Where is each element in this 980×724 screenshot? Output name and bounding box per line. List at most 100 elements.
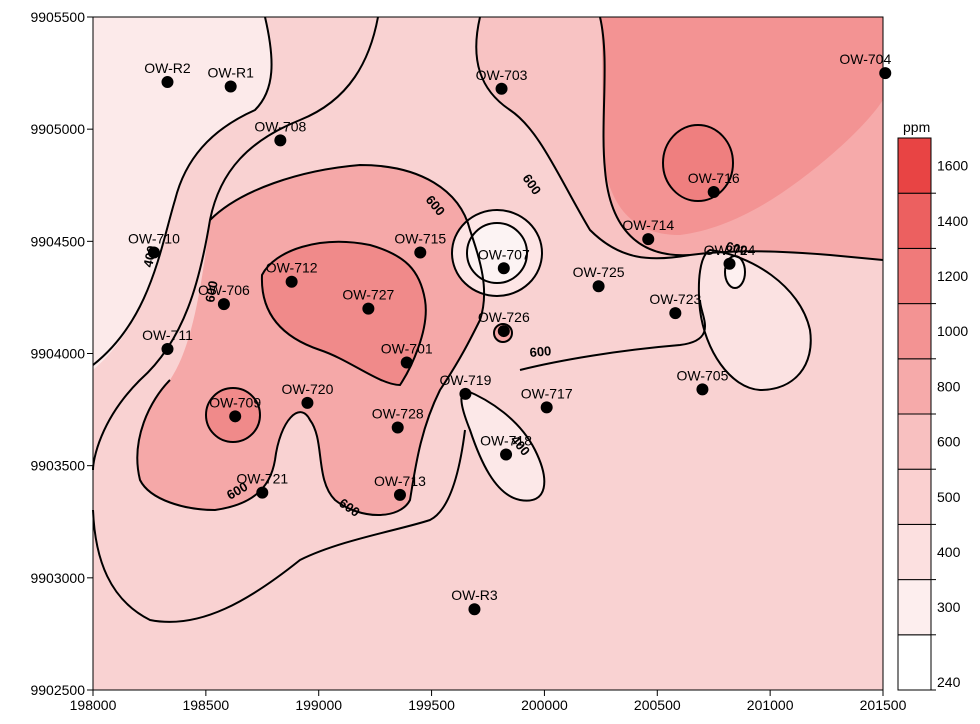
y-tick-label: 9904000 bbox=[30, 346, 85, 362]
legend-swatch bbox=[897, 579, 932, 636]
legend-level: 600 bbox=[937, 434, 961, 450]
x-tick-label: 199500 bbox=[408, 697, 455, 713]
y-tick-label: 9903000 bbox=[30, 570, 85, 586]
legend-swatch bbox=[897, 523, 932, 581]
well-label: OW-R2 bbox=[144, 60, 191, 76]
legend-level: 300 bbox=[937, 599, 961, 615]
well-label: OW-707 bbox=[478, 246, 530, 262]
contour-lines bbox=[92, 16, 884, 623]
well-label: OW-725 bbox=[573, 264, 625, 280]
legend-swatch bbox=[897, 303, 932, 360]
well-marker[interactable] bbox=[301, 396, 314, 409]
well-label: OW-724 bbox=[704, 242, 756, 258]
well-label: OW-713 bbox=[374, 473, 426, 489]
well-marker[interactable] bbox=[468, 603, 481, 616]
well-label: OW-R1 bbox=[207, 65, 254, 81]
well-label: OW-706 bbox=[198, 282, 250, 298]
well-label: OW-720 bbox=[281, 381, 333, 397]
well-marker[interactable] bbox=[161, 343, 174, 356]
legend-level: 500 bbox=[937, 489, 961, 505]
well-marker[interactable] bbox=[669, 307, 682, 320]
legend-swatch bbox=[897, 358, 932, 415]
y-tick-label: 9903500 bbox=[30, 458, 85, 474]
contour-fills bbox=[93, 17, 883, 515]
well-marker[interactable] bbox=[161, 76, 174, 89]
legend-level: 240 bbox=[937, 674, 961, 690]
legend: ppm 240 300 400 500 600 800 1000 1200 1400 1600 bbox=[897, 119, 968, 691]
well-marker[interactable] bbox=[274, 134, 287, 147]
well-marker[interactable] bbox=[500, 448, 513, 461]
x-tick-label: 198500 bbox=[182, 697, 229, 713]
well-marker[interactable] bbox=[723, 257, 736, 270]
y-axis: 9905500 9905000 9904500 9904000 9903500 99030… bbox=[30, 9, 93, 698]
well-marker[interactable] bbox=[879, 67, 892, 80]
legend-level: 1000 bbox=[937, 323, 968, 339]
well-label: OW-716 bbox=[688, 170, 740, 186]
well-marker[interactable] bbox=[224, 80, 237, 93]
legend-swatch bbox=[897, 413, 932, 470]
legend-level: 1400 bbox=[937, 213, 968, 229]
x-axis: 198000 198500 199000 199500 200000 200500 2010… bbox=[70, 690, 907, 713]
well-label: OW-703 bbox=[476, 67, 528, 83]
y-tick-label: 9904500 bbox=[30, 233, 85, 249]
legend-swatch bbox=[897, 247, 932, 305]
well-marker[interactable] bbox=[414, 246, 427, 259]
well-label: OW-704 bbox=[839, 51, 891, 67]
well-label: OW-701 bbox=[381, 340, 433, 356]
legend-swatch bbox=[897, 192, 932, 249]
well-marker[interactable] bbox=[497, 262, 510, 275]
x-tick-label: 200500 bbox=[634, 697, 681, 713]
legend-swatch bbox=[897, 137, 932, 194]
x-tick-label: 199000 bbox=[295, 697, 342, 713]
well-marker[interactable] bbox=[497, 325, 510, 338]
well-marker[interactable] bbox=[592, 280, 605, 293]
well-marker[interactable] bbox=[459, 387, 472, 400]
well-marker[interactable] bbox=[540, 401, 553, 414]
well-marker[interactable] bbox=[707, 185, 720, 198]
well-label: OW-714 bbox=[622, 217, 674, 233]
well-label: OW-711 bbox=[142, 327, 193, 343]
x-tick-label: 201000 bbox=[747, 697, 794, 713]
well-label: OW-712 bbox=[266, 260, 318, 276]
contour-label: 600 bbox=[202, 280, 221, 304]
legend-title: ppm bbox=[903, 119, 930, 135]
well-layer: OW-R2 OW-R1 OW-703 OW-704 OW-708 OW-716 OW-714… bbox=[128, 51, 892, 616]
contour-label: 600 bbox=[529, 343, 552, 360]
well-label: OW-718 bbox=[480, 432, 532, 448]
contour-label: 600 bbox=[724, 238, 749, 258]
well-label: OW-728 bbox=[372, 406, 424, 422]
well-marker[interactable] bbox=[696, 383, 709, 396]
legend-level: 400 bbox=[937, 544, 961, 560]
well-marker[interactable] bbox=[642, 233, 655, 246]
well-marker[interactable] bbox=[217, 298, 230, 311]
well-marker[interactable] bbox=[362, 302, 375, 315]
legend-swatch bbox=[897, 634, 932, 691]
well-marker[interactable] bbox=[229, 410, 242, 423]
well-marker[interactable] bbox=[393, 488, 406, 501]
legend-level: 1600 bbox=[937, 158, 968, 174]
well-label: OW-R3 bbox=[451, 587, 498, 603]
well-label: OW-715 bbox=[394, 231, 446, 247]
well-marker[interactable] bbox=[495, 82, 508, 95]
legend-level: 800 bbox=[937, 378, 961, 394]
well-label: OW-710 bbox=[128, 231, 180, 247]
x-tick-label: 198000 bbox=[70, 697, 117, 713]
well-label: OW-723 bbox=[649, 291, 701, 307]
well-marker[interactable] bbox=[400, 356, 413, 369]
well-label: OW-709 bbox=[209, 394, 261, 410]
x-tick-label: 200000 bbox=[521, 697, 568, 713]
well-marker[interactable] bbox=[147, 246, 160, 259]
y-tick-label: 9905500 bbox=[30, 9, 85, 25]
well-marker[interactable] bbox=[256, 486, 269, 499]
legend-level: 1200 bbox=[937, 268, 968, 284]
well-label: OW-719 bbox=[439, 372, 491, 388]
well-label: OW-705 bbox=[676, 367, 728, 383]
well-marker[interactable] bbox=[285, 275, 298, 288]
well-label: OW-727 bbox=[342, 287, 394, 303]
well-label: OW-708 bbox=[254, 118, 306, 134]
well-marker[interactable] bbox=[391, 421, 404, 434]
well-label: OW-726 bbox=[478, 309, 530, 325]
y-tick-label: 9902500 bbox=[30, 682, 85, 698]
y-tick-label: 9905000 bbox=[30, 121, 85, 137]
